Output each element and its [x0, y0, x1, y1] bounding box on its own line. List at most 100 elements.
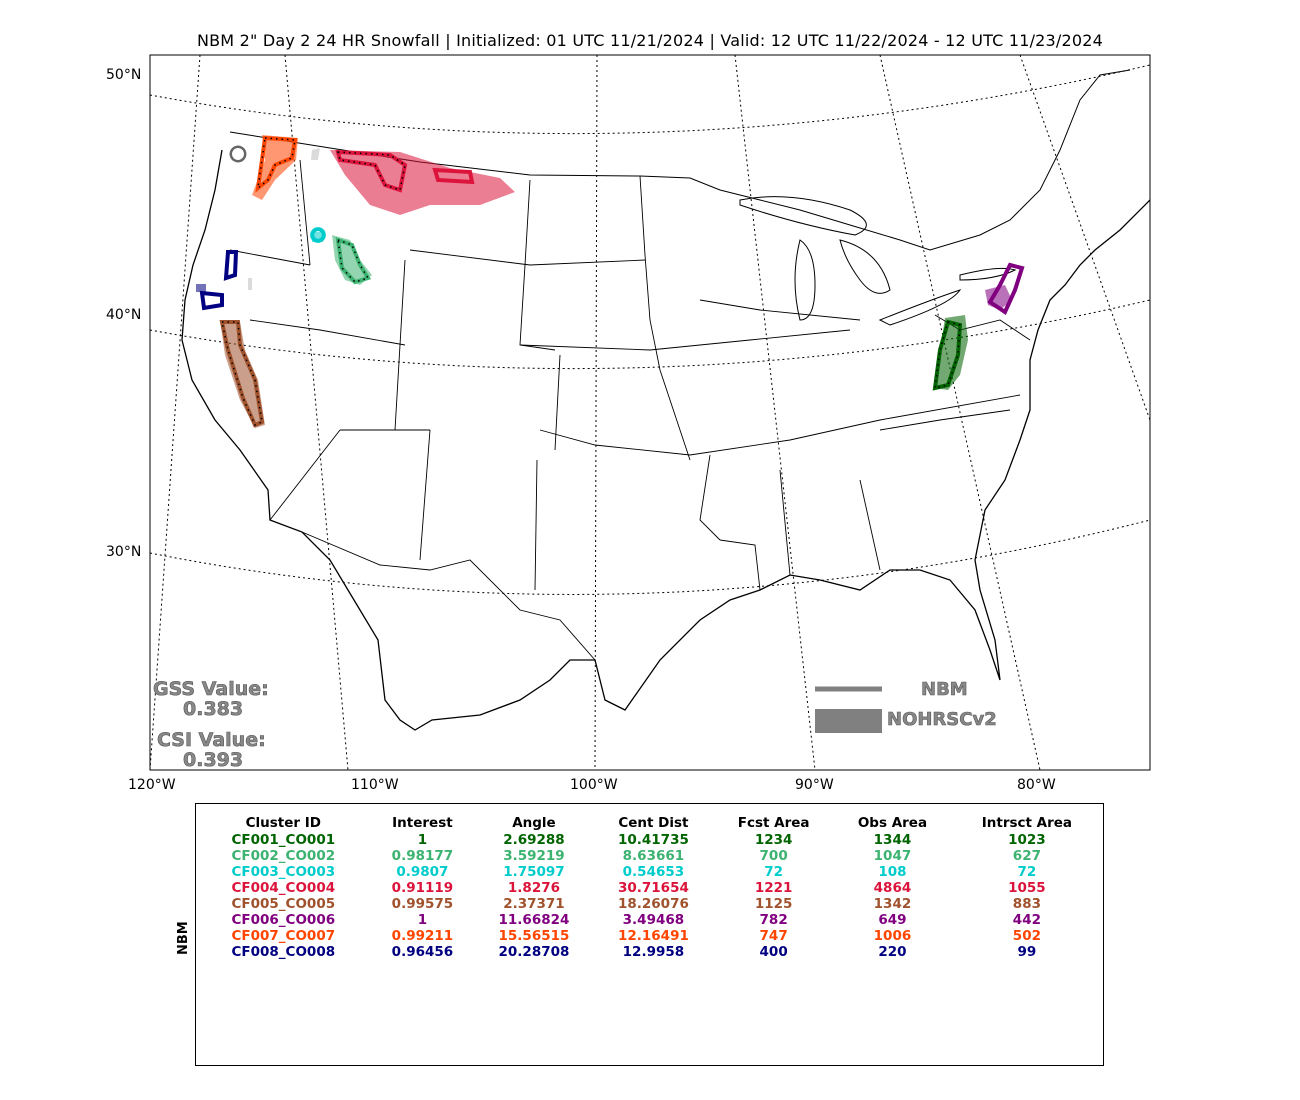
- cell-angle: 11.66824: [498, 912, 570, 928]
- mexico-border: [301, 531, 596, 661]
- cell-intrsct-area: 1055: [1008, 880, 1046, 896]
- header-angle: Angle: [512, 815, 556, 831]
- stats-row: CF004_CO004 0.91119 1.8276 30.71654 1221 4864…: [196, 880, 1103, 896]
- cell-angle: 20.28708: [498, 944, 570, 960]
- cell-fcst-area: 400: [759, 944, 788, 960]
- cell-obs-area: 649: [878, 912, 907, 928]
- state-borders: [229, 159, 1031, 591]
- lake-huron: [839, 239, 891, 294]
- legend-observed-label: NOHRSCv2: [887, 709, 997, 731]
- cell-intrsct-area: 72: [1017, 864, 1037, 880]
- cell-interest: 0.99211: [391, 928, 454, 944]
- lon-label-120w: 120°W: [128, 777, 176, 793]
- lon-label-90w: 90°W: [795, 777, 834, 793]
- intersect-markers: [221, 137, 961, 426]
- map-frame: [149, 54, 1151, 771]
- graticule-40n: [150, 299, 1150, 370]
- stats-row: CF001_CO001 1 2.69288 10.41735 1234 1344 1023: [196, 832, 1103, 848]
- cell-obs-area: 1342: [873, 896, 912, 912]
- lake-ontario: [959, 267, 1017, 281]
- legend-forecast-label: NBM: [921, 679, 968, 701]
- cell-cent-dist: 12.9958: [622, 944, 685, 960]
- cell-intrsct-area: 1023: [1008, 832, 1046, 848]
- forecast-outline-cf003: [310, 227, 326, 243]
- cell-cent-dist: 10.41735: [617, 832, 689, 848]
- cell-obs-area: 1047: [873, 848, 912, 864]
- cell-obs-area: 108: [878, 864, 907, 880]
- page-title: NBM 2" Day 2 24 HR Snowfall | Initialize…: [196, 31, 1104, 50]
- minor-forecast-ring: [229, 145, 247, 163]
- cell-cluster-id: CF005_CO005: [231, 896, 336, 912]
- cell-cent-dist: 18.26076: [617, 896, 689, 912]
- cell-angle: 1.8276: [507, 880, 561, 896]
- cell-interest: 0.98177: [391, 848, 454, 864]
- cell-fcst-area: 782: [759, 912, 788, 928]
- forecast-outline-cf006: [987, 262, 1025, 315]
- map-canvas: [149, 54, 1151, 771]
- graticule-100w: [594, 55, 598, 770]
- cell-obs-area: 1006: [873, 928, 912, 944]
- cell-cluster-id: CF001_CO001: [231, 832, 336, 848]
- lon-label-80w: 80°W: [1017, 777, 1056, 793]
- stats-row: CF002_CO002 0.98177 3.59219 8.63661 700 1047 6…: [196, 848, 1103, 864]
- cell-angle: 1.75097: [503, 864, 565, 880]
- lake-erie: [878, 289, 962, 326]
- stats-header-row: Cluster ID Interest Angle Cent Dist Fcst…: [196, 814, 1103, 832]
- cell-obs-area: 220: [878, 944, 907, 960]
- cell-cluster-id: CF002_CO002: [231, 848, 336, 864]
- cell-cent-dist: 0.54653: [622, 864, 685, 880]
- cell-intrsct-area: 99: [1017, 944, 1037, 960]
- header-intrsct-area: Intrsct Area: [981, 815, 1073, 831]
- lat-label-40n: 40°N: [106, 307, 142, 323]
- forecast-outline-cf008: [199, 250, 239, 311]
- header-obs-area: Obs Area: [857, 815, 928, 831]
- cell-cent-dist: 3.49468: [622, 912, 685, 928]
- cell-obs-area: 4864: [873, 880, 912, 896]
- cell-interest: 0.9807: [396, 864, 449, 880]
- stats-body: CF001_CO001 1 2.69288 10.41735 1234 1344 1023 C…: [196, 832, 1103, 960]
- cell-fcst-area: 1125: [754, 896, 793, 912]
- cell-obs-area: 1344: [873, 832, 912, 848]
- cell-cluster-id: CF007_CO007: [231, 928, 336, 944]
- csi-value: 0.393: [183, 749, 244, 772]
- cell-fcst-area: 747: [759, 928, 788, 944]
- cell-cluster-id: CF004_CO004: [231, 880, 336, 896]
- stats-table: Cluster ID Interest Angle Cent Dist Fcst…: [196, 814, 1103, 960]
- cell-interest: 1: [417, 832, 428, 848]
- header-interest: Interest: [392, 815, 453, 831]
- cell-intrsct-area: 627: [1012, 848, 1041, 864]
- gss-label: GSS Value:: [153, 678, 269, 701]
- forecast-outline-cf005: [219, 320, 265, 428]
- forecast-outline-cf002: [335, 237, 372, 285]
- stats-table-panel: Cluster ID Interest Angle Cent Dist Fcst…: [195, 803, 1104, 1066]
- lake-superior: [739, 196, 867, 236]
- header-cent-dist: Cent Dist: [618, 815, 689, 831]
- cell-cent-dist: 8.63661: [622, 848, 685, 864]
- cell-cluster-id: CF006_CO006: [231, 912, 336, 928]
- observed-area-cf002: [332, 235, 372, 285]
- conus-outline: [181, 149, 1150, 731]
- graticule-50n: [150, 64, 1150, 135]
- cell-interest: 0.91119: [391, 880, 454, 896]
- cell-interest: 0.99575: [391, 896, 454, 912]
- cell-angle: 15.56515: [498, 928, 570, 944]
- cell-cluster-id: CF003_CO003: [231, 864, 336, 880]
- cell-cluster-id: CF008_CO008: [231, 944, 336, 960]
- observed-area-cf008: [196, 284, 206, 292]
- cell-interest: 1: [417, 912, 428, 928]
- cell-cent-dist: 30.71654: [617, 880, 689, 896]
- cell-angle: 2.69288: [503, 832, 565, 848]
- lat-label-50n: 50°N: [106, 67, 142, 83]
- lat-label-30n: 30°N: [106, 544, 142, 560]
- observed-area-cf005: [220, 320, 265, 428]
- graticule-80w: [879, 55, 1041, 770]
- stats-row: CF007_CO007 0.99211 15.56515 12.16491 747 100…: [196, 928, 1103, 944]
- canada-border: [229, 69, 1131, 251]
- stats-row: CF003_CO003 0.9807 1.75097 0.54653 72 108 72: [196, 864, 1103, 880]
- cell-intrsct-area: 502: [1012, 928, 1041, 944]
- cell-interest: 0.96456: [391, 944, 454, 960]
- legend-observed-swatch: [815, 709, 882, 733]
- stats-row: CF006_CO006 1 11.66824 3.49468 782 649 442: [196, 912, 1103, 928]
- csi-label: CSI Value:: [157, 729, 266, 752]
- header-cluster-id: Cluster ID: [245, 815, 321, 831]
